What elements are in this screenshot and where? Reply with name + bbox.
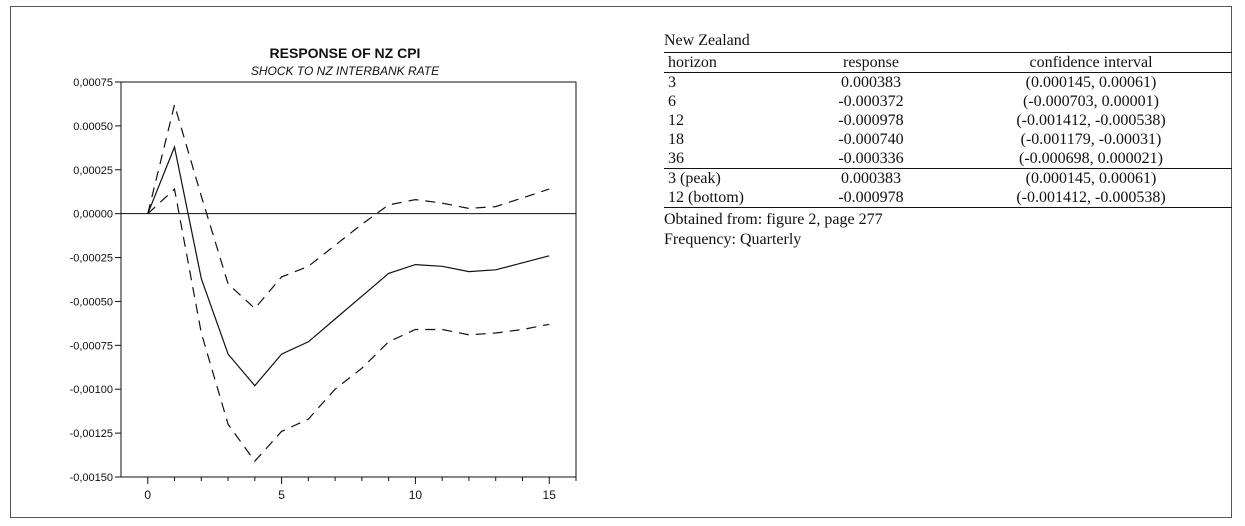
table-title: New Zealand [664, 32, 750, 49]
table-row: 6 -0.000372 (-0.000703, 0.00001) [664, 92, 1232, 111]
table-row: 18 -0.000740 (-0.001179, -0.00031) [664, 130, 1232, 149]
impulse-response-chart: RESPONSE OF NZ CPI SHOCK TO NZ INTERBANK… [70, 45, 577, 502]
y-tick-label: -0,00125 [70, 428, 113, 440]
y-tick-label: 0.00050 [73, 121, 113, 133]
header-horizon: horizon [664, 52, 792, 73]
cell-confidence-interval: (-0.001179, -0.00031) [1020, 131, 1162, 148]
cell-response: 0.000383 [792, 168, 950, 188]
x-tick-label: 10 [409, 488, 423, 502]
x-tick-label: 0 [144, 488, 151, 502]
cell-horizon: 3 (peak) [664, 168, 792, 188]
series-layer [121, 102, 576, 463]
x-axis: 0 5 10 15 [144, 477, 577, 502]
cell-horizon: 12 (bottom) [664, 188, 792, 208]
cell-confidence-interval: (-0.000698, 0.000021) [1019, 150, 1163, 167]
y-tick-label: -0,00050 [70, 296, 113, 308]
summary-row: 3 (peak) 0.000383 (0.000145, 0.00061) [664, 168, 1232, 188]
response-line [147, 144, 550, 387]
cell-response: -0.000336 [838, 150, 904, 167]
results-table-panel: New Zealand horizon response confidence … [664, 30, 1232, 250]
cell-confidence-interval: (-0.001412, -0.000538) [1016, 112, 1166, 129]
cell-confidence-interval: (0.000145, 0.00061) [1025, 74, 1157, 91]
header-response: response [792, 52, 950, 73]
cell-horizon: 6 [668, 93, 676, 110]
figure-frame [10, 6, 1232, 518]
results-table: horizon response confidence interval 3 0.… [664, 52, 1232, 208]
y-tick-label: 0,00000 [73, 209, 113, 221]
confidence-band-line [147, 102, 550, 310]
cell-response: 0.000383 [841, 74, 901, 91]
table-summary: 3 (peak) 0.000383 (0.000145, 0.00061) 12 (b… [664, 168, 1232, 208]
table-notes: Obtained from: figure 2, page 277 Frequen… [664, 210, 1232, 250]
cell-horizon: 3 [668, 74, 676, 91]
x-tick-label: 5 [278, 488, 285, 502]
chart-title: RESPONSE OF NZ CPI [270, 45, 421, 61]
table-row: 36 -0.000336 (-0.000698, 0.000021) [664, 149, 1232, 169]
cell-response: -0.000372 [838, 93, 904, 110]
table-note: Obtained from: figure 2, page 277 [664, 211, 883, 228]
cell-response: -0.000740 [838, 131, 904, 148]
table-row: 12 -0.000978 (-0.001412, -0.000538) [664, 111, 1232, 130]
plot-area [120, 81, 577, 478]
y-tick-label: -0,00100 [70, 384, 113, 396]
x-tick-label: 15 [543, 488, 557, 502]
summary-row: 12 (bottom) -0.000978 (-0.001412, -0.00053… [664, 188, 1232, 208]
y-tick-label: -0,00075 [70, 340, 113, 352]
cell-confidence-interval: (-0.001412, -0.000538) [950, 188, 1232, 208]
cell-horizon: 18 [668, 131, 684, 148]
cell-response: -0.000978 [792, 188, 950, 208]
y-tick-label: 0,00025 [73, 165, 113, 177]
y-axis: 0,00075 0.00050 0,00025 0,00000 -0,00025 -0,0… [70, 77, 121, 484]
cell-confidence-interval: (0.000145, 0.00061) [950, 168, 1232, 188]
table-body: 3 0.000383 (0.000145, 0.00061) 6 -0.000372 (-… [664, 73, 1232, 169]
y-tick-label: -0,00150 [70, 472, 113, 484]
y-tick-label: -0,00025 [70, 253, 113, 265]
cell-confidence-interval: (-0.000703, 0.00001) [1023, 93, 1159, 110]
table-note: Frequency: Quarterly [664, 231, 802, 248]
chart-subtitle: SHOCK TO NZ INTERBANK RATE [251, 64, 440, 78]
cell-horizon: 12 [668, 112, 684, 129]
y-tick-label: 0,00075 [73, 77, 113, 89]
confidence-band-line [147, 187, 550, 463]
table-header-row: horizon response confidence interval [664, 52, 1232, 73]
table-row: 3 0.000383 (0.000145, 0.00061) [664, 73, 1232, 93]
cell-horizon: 36 [668, 150, 684, 167]
header-confidence-interval: confidence interval [950, 52, 1232, 73]
cell-response: -0.000978 [838, 112, 904, 129]
